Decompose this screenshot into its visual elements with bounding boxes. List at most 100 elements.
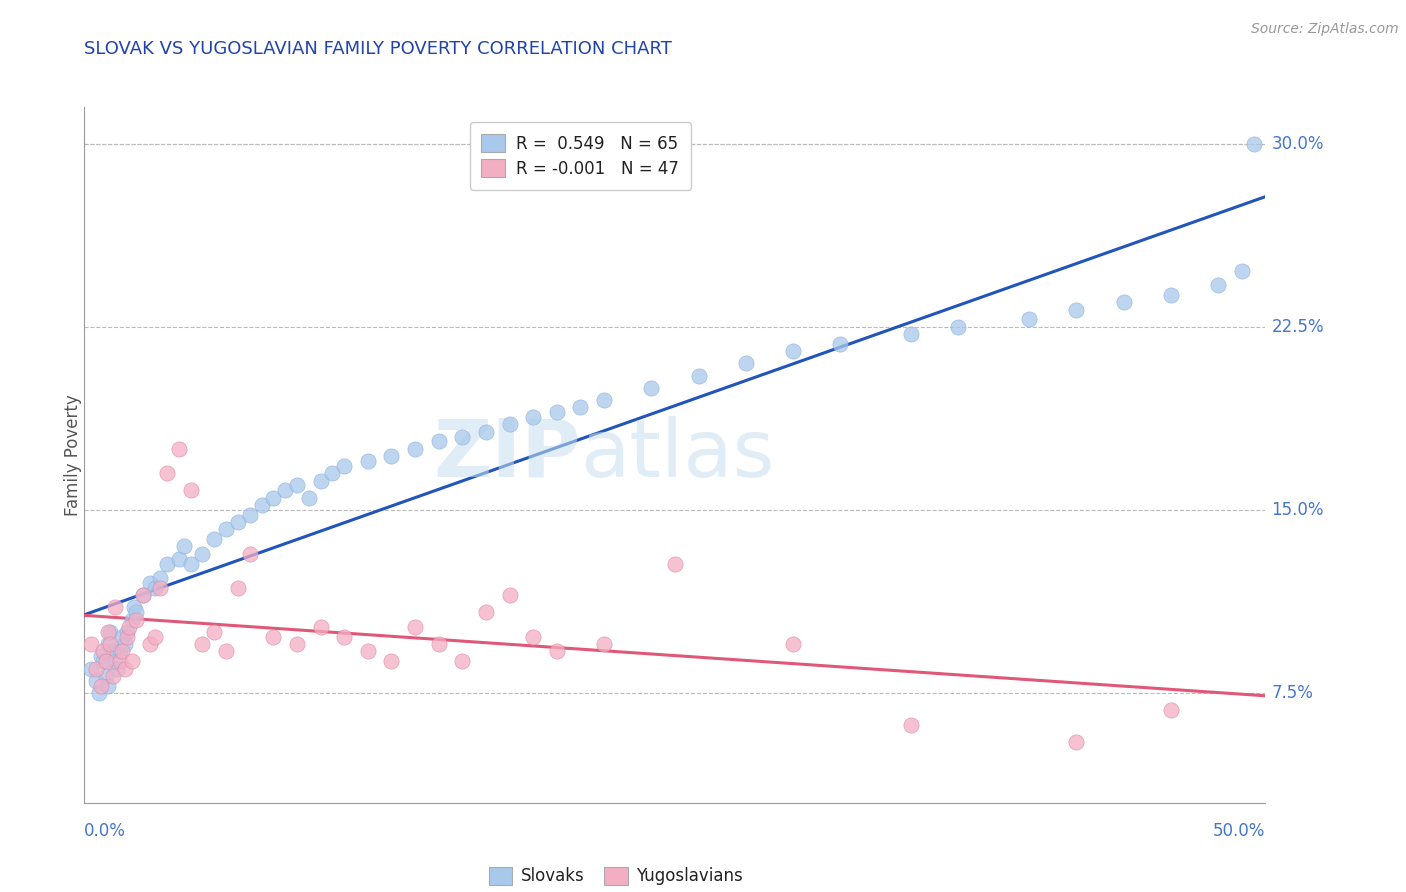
Point (782, 344, 804, 359)
Text: 15.0%: 15.0% (1271, 500, 1324, 519)
Point (125, 606, 148, 620)
Point (101, 644, 124, 658)
Point (664, 557, 686, 571)
Point (167, 551, 190, 566)
Text: 22.5%: 22.5% (1271, 318, 1324, 335)
Point (108, 654, 131, 668)
Point (139, 637, 162, 651)
Point (98, 637, 121, 651)
Point (357, 644, 380, 658)
Point (80, 637, 103, 651)
Text: SLOVAK VS YUGOSLAVIAN FAMILY POVERTY CORRELATION CHART: SLOVAK VS YUGOSLAVIAN FAMILY POVERTY COR… (84, 40, 672, 58)
Point (104, 600, 127, 615)
Point (111, 630, 134, 644)
Point (114, 661, 136, 675)
Point (239, 547, 262, 561)
Point (94, 669, 117, 683)
Point (111, 644, 134, 658)
Point (139, 576, 162, 591)
Point (1018, 312, 1040, 326)
Point (451, 654, 474, 668)
Point (1112, 295, 1135, 310)
Point (90, 679, 112, 693)
Point (90, 649, 112, 664)
Point (1243, 136, 1265, 151)
Point (1066, 735, 1088, 749)
Point (285, 478, 308, 492)
Point (132, 588, 155, 602)
Point (91, 654, 114, 668)
Point (640, 381, 662, 395)
Point (1160, 288, 1182, 302)
Point (84, 673, 107, 688)
Point (98, 624, 121, 639)
Point (101, 669, 124, 683)
Text: ZIP: ZIP (433, 416, 581, 494)
Point (475, 425, 498, 439)
Text: 7.5%: 7.5% (1271, 684, 1313, 702)
Point (107, 661, 129, 675)
Point (114, 637, 136, 651)
Point (132, 588, 155, 602)
Point (380, 654, 402, 668)
Point (80, 661, 103, 675)
Point (104, 654, 127, 668)
Point (475, 606, 498, 620)
Point (522, 410, 544, 425)
Text: 0.0%: 0.0% (84, 822, 127, 840)
Point (498, 588, 520, 602)
Point (333, 458, 356, 473)
Point (215, 522, 238, 536)
Point (215, 644, 238, 658)
Point (546, 644, 568, 658)
Point (900, 327, 922, 342)
Point (309, 474, 332, 488)
Point (143, 630, 166, 644)
Point (149, 581, 172, 595)
Point (191, 547, 214, 561)
Point (180, 483, 202, 498)
Point (180, 557, 202, 571)
Point (274, 483, 297, 498)
Point (522, 630, 544, 644)
Point (262, 491, 284, 505)
Point (1230, 263, 1253, 277)
Point (298, 491, 321, 505)
Point (202, 624, 225, 639)
Point (948, 319, 970, 334)
Point (734, 356, 756, 370)
Point (285, 637, 308, 651)
Point (404, 620, 426, 634)
Point (404, 442, 426, 456)
Point (427, 434, 450, 449)
Point (546, 405, 568, 419)
Point (250, 498, 273, 512)
Point (108, 644, 131, 658)
Point (167, 442, 190, 456)
Point (900, 717, 922, 731)
Point (239, 508, 262, 522)
Point (122, 600, 145, 615)
Text: Source: ZipAtlas.com: Source: ZipAtlas.com (1251, 22, 1399, 37)
Y-axis label: Family Poverty: Family Poverty (65, 394, 82, 516)
Point (118, 620, 141, 634)
Point (451, 429, 474, 443)
Point (498, 417, 520, 432)
Point (191, 637, 214, 651)
Point (1206, 278, 1229, 293)
Point (357, 454, 380, 468)
Point (782, 637, 804, 651)
Point (121, 654, 143, 668)
Point (173, 540, 195, 554)
Point (309, 620, 332, 634)
Point (830, 336, 852, 351)
Point (1066, 302, 1088, 317)
Point (156, 557, 179, 571)
Point (121, 613, 143, 627)
Point (87, 686, 110, 700)
Point (91, 644, 114, 658)
Point (593, 637, 616, 651)
Point (115, 630, 138, 644)
Text: atlas: atlas (581, 416, 775, 494)
Point (115, 624, 138, 639)
